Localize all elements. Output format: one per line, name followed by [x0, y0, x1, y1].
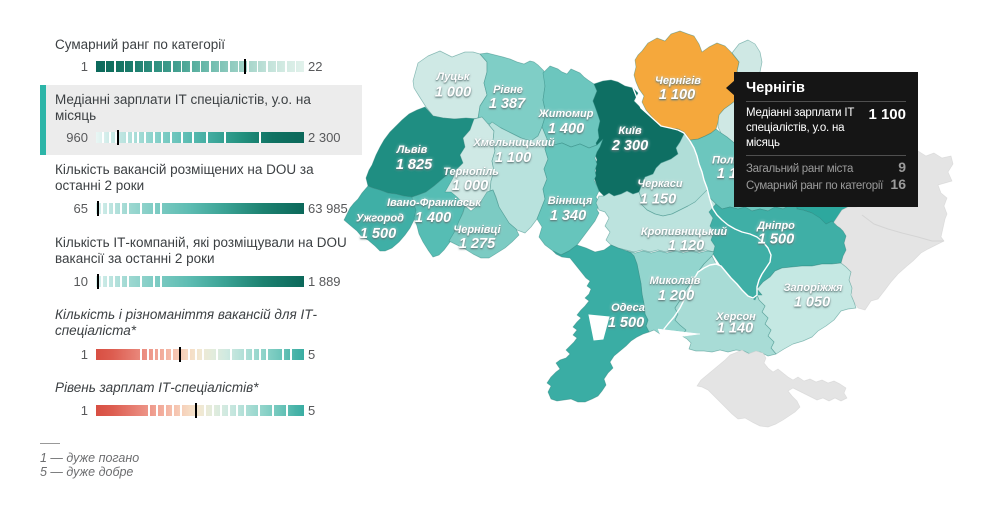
svg-text:Київ: Київ: [618, 125, 642, 137]
svg-text:1 200: 1 200: [658, 288, 694, 304]
svg-text:Львів: Львів: [396, 144, 428, 156]
svg-text:1 100: 1 100: [659, 87, 695, 103]
svg-text:1 120: 1 120: [668, 238, 704, 254]
svg-text:1 150: 1 150: [640, 192, 676, 208]
svg-text:1 100: 1 100: [495, 150, 531, 166]
svg-text:Хмельницький: Хмельницький: [472, 137, 554, 149]
svg-text:1 825: 1 825: [396, 157, 433, 173]
svg-text:Івано-Франківськ: Івано-Франківськ: [387, 197, 482, 209]
svg-text:Херсон: Херсон: [715, 311, 756, 323]
svg-text:1 387: 1 387: [489, 96, 526, 112]
svg-text:1 340: 1 340: [550, 208, 586, 224]
svg-text:Ужгород: Ужгород: [356, 213, 404, 225]
svg-text:1 500: 1 500: [758, 232, 794, 248]
svg-text:Житомир: Житомир: [538, 108, 594, 120]
svg-text:Одеса: Одеса: [611, 302, 645, 314]
svg-text:1 140: 1 140: [717, 321, 753, 337]
svg-text:Чернігів: Чернігів: [655, 75, 701, 87]
svg-text:Тернопіль: Тернопіль: [443, 166, 499, 178]
svg-text:1 500: 1 500: [360, 226, 396, 242]
svg-text:2 300: 2 300: [611, 138, 648, 154]
svg-text:1 400: 1 400: [548, 121, 584, 137]
svg-text:1 275: 1 275: [459, 236, 496, 252]
svg-text:Кропивницький: Кропивницький: [641, 226, 728, 238]
svg-text:Черкаси: Черкаси: [637, 178, 683, 190]
svg-text:1 500: 1 500: [608, 315, 644, 331]
svg-text:Луцьк: Луцьк: [435, 71, 470, 83]
svg-text:Вінниця: Вінниця: [548, 195, 593, 207]
svg-text:Миколаїв: Миколаїв: [650, 275, 701, 287]
svg-text:Чернівці: Чернівці: [453, 224, 501, 236]
svg-text:1 000: 1 000: [452, 178, 488, 194]
svg-text:Рівне: Рівне: [493, 84, 523, 96]
svg-text:1 050: 1 050: [794, 295, 830, 311]
svg-text:Запоріжжя: Запоріжжя: [783, 282, 843, 294]
svg-text:1 000: 1 000: [435, 85, 471, 101]
svg-text:1 400: 1 400: [415, 210, 451, 226]
svg-text:Дніпро: Дніпро: [756, 220, 795, 232]
